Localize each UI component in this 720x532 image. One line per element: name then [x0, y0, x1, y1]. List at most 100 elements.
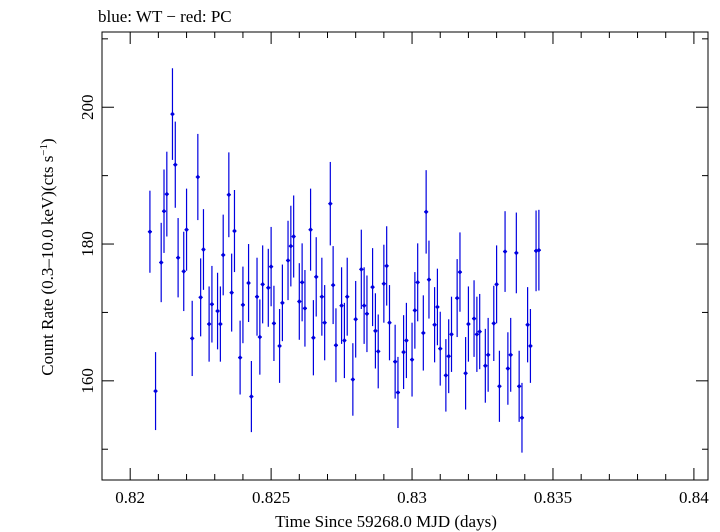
data-point: [288, 205, 294, 287]
x-tick-label: 0.84: [679, 488, 709, 507]
data-point: [240, 266, 246, 344]
plot-frame: [101, 31, 709, 481]
point-marker: [438, 346, 443, 352]
x-tick-label: 0.83: [397, 488, 427, 507]
data-point: [395, 356, 401, 429]
data-point: [226, 152, 232, 238]
point-marker: [195, 174, 201, 180]
data-point: [229, 253, 234, 332]
data-point: [536, 209, 542, 291]
point-marker: [528, 343, 533, 349]
point-marker: [280, 300, 285, 306]
point-marker: [519, 415, 525, 421]
data-point: [446, 319, 451, 394]
point-marker: [184, 227, 189, 233]
y-tick-label: 180: [78, 231, 97, 256]
data-point: [415, 243, 420, 322]
data-point: [443, 339, 449, 412]
data-point: [297, 263, 302, 340]
point-marker: [435, 304, 440, 310]
point-marker: [266, 285, 271, 291]
data-point: [170, 68, 175, 160]
data-point: [198, 258, 203, 337]
point-marker: [206, 321, 212, 327]
axis-ticks: [101, 32, 708, 480]
data-point: [514, 212, 519, 294]
point-marker: [443, 372, 449, 378]
point-marker: [533, 248, 539, 254]
data-point: [361, 267, 367, 344]
point-marker: [457, 269, 463, 275]
point-marker: [319, 294, 325, 300]
data-point: [342, 302, 347, 379]
data-point: [384, 226, 389, 306]
data-point: [483, 328, 488, 403]
data-point: [314, 237, 319, 317]
point-marker: [483, 363, 488, 369]
data-point: [285, 220, 291, 301]
y-axis-label-close: ): [38, 138, 57, 144]
point-marker: [161, 208, 167, 214]
data-point: [435, 268, 440, 346]
data-point: [381, 244, 387, 323]
x-tick-label: 0.82: [115, 488, 145, 507]
point-marker: [333, 342, 339, 348]
point-marker: [364, 311, 370, 317]
data-point: [164, 151, 170, 237]
data-point: [319, 257, 325, 336]
data-point: [161, 169, 167, 253]
data-points: [147, 68, 542, 453]
point-marker: [170, 111, 175, 117]
data-point: [353, 280, 358, 358]
data-point: [528, 309, 533, 383]
point-marker: [288, 243, 294, 249]
data-point: [497, 350, 502, 422]
data-point: [474, 296, 480, 372]
chart-title: blue: WT − red: PC: [98, 7, 232, 26]
data-point: [432, 287, 437, 363]
point-marker: [514, 250, 519, 256]
data-point: [376, 314, 381, 389]
point-marker: [271, 320, 277, 326]
data-point: [308, 188, 313, 271]
point-marker: [257, 334, 263, 340]
data-point: [438, 311, 443, 386]
point-marker: [240, 302, 246, 308]
data-point: [339, 267, 344, 344]
data-point: [175, 218, 181, 298]
data-point: [387, 285, 392, 361]
data-point: [401, 315, 406, 390]
data-point: [246, 244, 251, 323]
data-point: [454, 259, 460, 338]
point-marker: [516, 383, 522, 389]
data-point: [302, 270, 308, 347]
point-marker: [361, 302, 367, 309]
data-point: [502, 211, 508, 292]
point-marker: [328, 201, 333, 207]
data-point: [153, 352, 158, 431]
point-marker: [198, 294, 203, 300]
data-point: [218, 286, 223, 362]
point-marker: [226, 192, 232, 198]
point-marker: [218, 321, 223, 327]
data-point: [328, 161, 333, 246]
point-marker: [432, 322, 437, 328]
data-point: [508, 317, 513, 392]
point-marker: [497, 383, 502, 389]
point-marker: [384, 263, 389, 269]
point-marker: [477, 328, 482, 335]
data-point: [201, 209, 206, 290]
point-marker: [376, 348, 381, 355]
data-point: [373, 293, 378, 369]
point-marker: [471, 315, 477, 322]
data-point: [291, 195, 296, 278]
data-point: [477, 293, 482, 370]
data-point: [257, 299, 263, 375]
point-marker: [158, 259, 164, 266]
point-marker: [311, 335, 316, 341]
data-point: [181, 231, 186, 312]
data-point: [277, 309, 282, 383]
x-axis-label: Time Since 59268.0 MJD (days): [275, 512, 497, 531]
data-point: [471, 280, 477, 357]
point-marker: [536, 247, 542, 253]
